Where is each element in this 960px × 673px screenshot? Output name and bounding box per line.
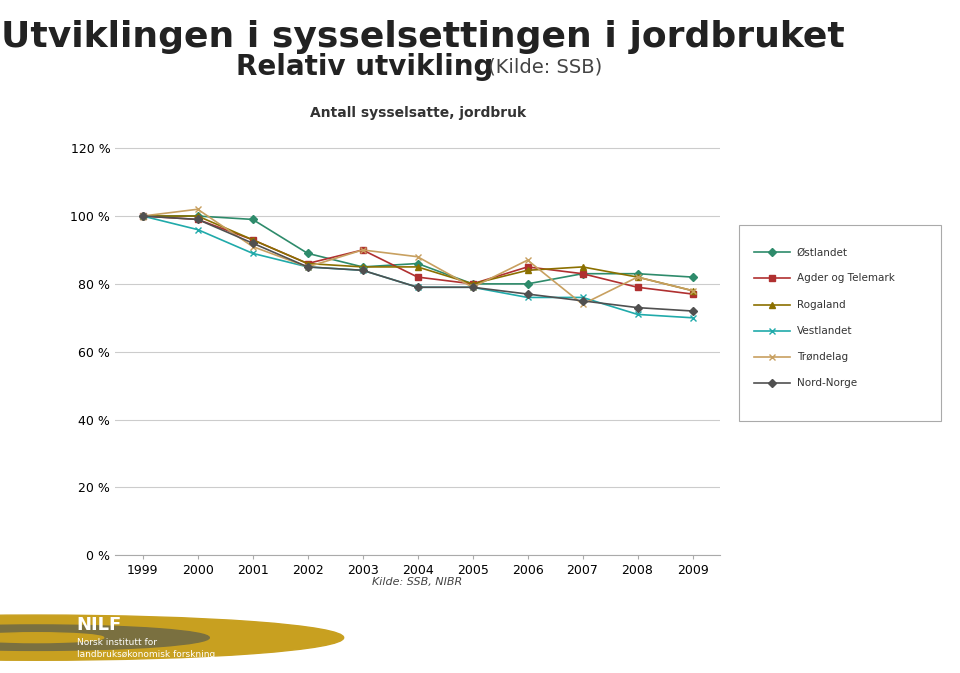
Text: Norsk institutt for
landbruksøkonomisk forskning: Norsk institutt for landbruksøkonomisk f…: [77, 638, 215, 659]
Text: Vestlandet: Vestlandet: [797, 326, 852, 336]
Text: Utviklingen i sysselsettingen i jordbruket: Utviklingen i sysselsettingen i jordbruk…: [1, 20, 844, 54]
Circle shape: [0, 625, 209, 650]
Text: Relativ utvikling: Relativ utvikling: [236, 53, 493, 81]
Circle shape: [0, 633, 104, 643]
Text: Kilde: SSB, NIBR: Kilde: SSB, NIBR: [372, 577, 463, 587]
Circle shape: [0, 615, 344, 660]
Text: Antall sysselsatte, jordbruk: Antall sysselsatte, jordbruk: [309, 106, 526, 120]
Text: Agder og Telemark: Agder og Telemark: [797, 273, 895, 283]
Text: (Kilde: SSB): (Kilde: SSB): [482, 58, 603, 77]
Text: NILF: NILF: [77, 616, 122, 634]
Text: Østlandet: Østlandet: [797, 248, 848, 257]
Text: Nord-Norge: Nord-Norge: [797, 378, 857, 388]
Text: Trøndelag: Trøndelag: [797, 352, 848, 362]
Text: Rogaland: Rogaland: [797, 299, 846, 310]
